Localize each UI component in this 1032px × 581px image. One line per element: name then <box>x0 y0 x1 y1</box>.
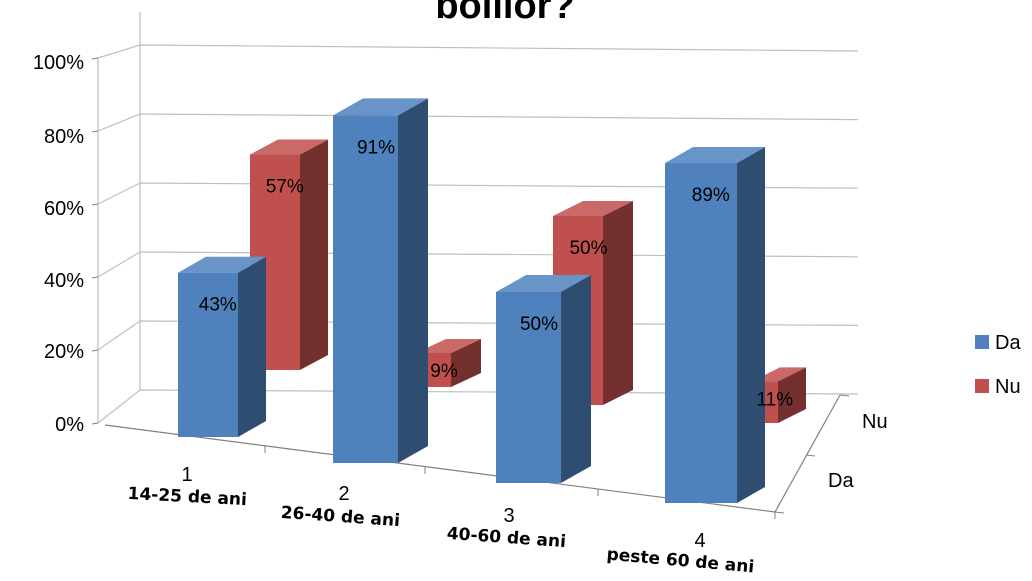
legend-swatch-da <box>975 335 989 349</box>
bar-cat1-da-top <box>178 256 266 273</box>
bar-cat2-nu-value-label: 9% <box>430 361 458 382</box>
bar-cat4-da-top <box>665 147 765 164</box>
bar-cat1-nu-side <box>300 139 328 370</box>
category-1-label: 14-25 de ani <box>127 484 247 510</box>
gridline-80 <box>97 113 859 132</box>
bar-cat1-nu-value-label: 57% <box>266 177 304 198</box>
bar-cat4-nu-side <box>778 367 806 423</box>
y-tick-80: 80% <box>44 126 84 148</box>
category-2-label: 26-40 de ani <box>280 503 400 531</box>
y-tick-mark-60 <box>91 203 99 206</box>
category-4-label: peste 60 de ani <box>606 545 755 578</box>
y-tick-0: 0% <box>55 414 84 436</box>
bar-cat3-nu-value-label: 50% <box>569 238 607 259</box>
y-tick-mark-100 <box>91 57 99 60</box>
gridline-100 <box>97 44 859 59</box>
category-2-number: 2 <box>338 483 349 505</box>
category-1-number: 1 <box>181 464 192 486</box>
legend-label-da: Da <box>995 332 1021 354</box>
bar-cat2-nu-top <box>416 338 481 353</box>
y-tick-60: 60% <box>44 198 84 220</box>
bar-cat1-da-value-label: 43% <box>199 295 237 316</box>
depth-axis-label-nu: Nu <box>862 411 888 433</box>
bar-cat1-da-side <box>238 256 266 437</box>
bar-cat2-da-side <box>398 98 428 463</box>
bar-cat1-da-front <box>178 272 238 437</box>
y-tick-mark-0 <box>91 422 99 425</box>
category-3-number: 3 <box>503 505 514 527</box>
depth-axis-line <box>774 394 841 513</box>
y-tick-40: 40% <box>44 270 84 292</box>
depth-tick-mark-0 <box>839 394 850 397</box>
gridline-60 <box>97 182 859 205</box>
bar-cat4-da-front <box>665 163 737 503</box>
bar-cat4-nu-value-label: 11% <box>756 389 793 410</box>
bar-cat3-da-top <box>496 275 591 292</box>
bar-cat3-da <box>496 275 591 483</box>
bar-cat2-da-front <box>333 115 398 463</box>
category-4-number: 4 <box>694 530 705 552</box>
bar-cat1-da <box>178 256 266 437</box>
bar-cat2-da <box>333 98 428 463</box>
depth-tick-mark-2 <box>774 511 785 514</box>
labels-layer: 57% 9% 50% 11% 43% 91% 50% 89% <box>199 137 793 410</box>
bar-cat1-nu-top <box>250 139 328 155</box>
bar-cat2-da-value-label: 91% <box>357 137 395 158</box>
chart-title: bolilor? <box>435 0 574 27</box>
category-3-label: 40-60 de ani <box>446 524 566 552</box>
bar-cat2-da-top <box>333 98 428 116</box>
y-tick-20: 20% <box>44 341 84 363</box>
bar-cat3-da-front <box>496 292 561 483</box>
bar-cat4-da <box>665 147 765 503</box>
legend-swatch-nu <box>975 379 989 393</box>
y-tick-mark-40 <box>91 276 99 279</box>
bar-cat4-nu-top <box>752 367 806 382</box>
bar-cat3-nu-top <box>553 201 633 216</box>
bar-cat4-da-value-label: 89% <box>692 185 730 206</box>
bar-cat3-da-value-label: 50% <box>520 314 558 335</box>
bar-cat3-nu-side <box>603 201 633 405</box>
depth-axis-label-da: Da <box>828 470 854 492</box>
x-axis-line <box>104 424 776 513</box>
bars-layer <box>178 98 806 503</box>
bar-cat4-da-side <box>737 147 765 503</box>
grid-layer <box>91 12 859 519</box>
depth-tick-mark-1 <box>805 454 816 457</box>
legend: Da Nu <box>975 332 1021 398</box>
bar-cat2-nu-side <box>451 338 481 387</box>
legend-label-nu: Nu <box>995 376 1021 398</box>
y-tick-100: 100% <box>33 52 84 74</box>
y-tick-mark-20 <box>91 349 99 352</box>
bar-cat3-da-side <box>561 275 591 483</box>
y-tick-mark-80 <box>91 130 99 133</box>
